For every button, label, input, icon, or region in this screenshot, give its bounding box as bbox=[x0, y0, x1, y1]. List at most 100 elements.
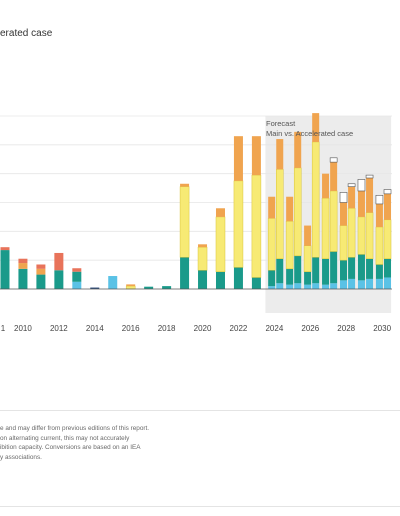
bar-segment-orange bbox=[340, 202, 348, 226]
bar-segment-orange bbox=[215, 208, 225, 217]
bar-segment-teal bbox=[340, 260, 348, 281]
bar-segment-orange bbox=[286, 196, 294, 222]
bar-segment-teal bbox=[322, 258, 330, 285]
bar-segment-yellow bbox=[267, 218, 276, 271]
bar-segment-teal bbox=[294, 255, 302, 284]
bar-segment-sky bbox=[268, 286, 276, 289]
note-line: e and may differ from previous editions … bbox=[0, 425, 150, 432]
bar-segment-teal bbox=[330, 251, 338, 284]
bar-segment-yellow bbox=[251, 174, 262, 278]
bar-segment-sky bbox=[375, 278, 383, 289]
bar-segment-yellow bbox=[125, 285, 136, 290]
x-tick-label: 2016 bbox=[122, 324, 140, 333]
bar-segment-teal bbox=[357, 254, 365, 281]
bar-segment-teal bbox=[348, 257, 356, 279]
x-tick-label: 2012 bbox=[50, 324, 68, 333]
bar-segment-yellow bbox=[293, 167, 302, 257]
bar-segment-sky bbox=[384, 277, 392, 289]
bar-segment-sky bbox=[72, 281, 82, 289]
bar-segment-yellow bbox=[197, 246, 208, 271]
bar-segment-teal bbox=[72, 271, 82, 282]
bar-segment-teal bbox=[251, 277, 261, 289]
bar-segment-orange bbox=[276, 139, 284, 170]
bar-segment-accelerated bbox=[357, 179, 366, 192]
bar-segment-teal bbox=[304, 271, 312, 285]
bar-segment-teal bbox=[54, 270, 64, 289]
bar-segment-yellow bbox=[215, 216, 226, 272]
bar-segment-teal bbox=[286, 268, 294, 285]
x-tick-label: 2026 bbox=[301, 324, 319, 333]
bar-segment-sky bbox=[108, 276, 118, 289]
bar-segment-teal bbox=[268, 270, 276, 287]
forecast-sublabel: Main vs. Accelerated case bbox=[266, 129, 353, 138]
bar-segment-orange bbox=[304, 225, 312, 246]
bar-segment-sky bbox=[304, 284, 312, 289]
bar-segment-teal bbox=[384, 258, 392, 278]
bar-segment-orange bbox=[180, 183, 190, 187]
bar-segment-orange bbox=[330, 162, 338, 191]
bar-segment-teal bbox=[215, 271, 225, 289]
bar-segment-accelerated bbox=[375, 194, 384, 205]
x-tick-label: 2010 bbox=[14, 324, 32, 333]
bar-segment-yellow bbox=[303, 245, 312, 272]
bar-segment-accelerated bbox=[383, 189, 392, 195]
bar-segment-accelerated bbox=[347, 183, 356, 187]
bar-segment-orange bbox=[198, 244, 208, 248]
x-tick-label: 2024 bbox=[265, 324, 283, 333]
bar-segment-teal bbox=[144, 286, 154, 289]
bar-segment-teal bbox=[375, 264, 383, 279]
bar-segment-orange bbox=[348, 186, 356, 209]
x-tick-label: 1 bbox=[1, 324, 6, 333]
bar-segment-sky bbox=[312, 283, 320, 289]
bar-segment-sky bbox=[330, 283, 338, 289]
bar-segment-orange bbox=[126, 284, 136, 287]
x-tick-label: 2030 bbox=[373, 324, 391, 333]
bar-segment-teal bbox=[162, 286, 172, 289]
bar-segment-accelerated bbox=[329, 157, 338, 163]
bar-segment-accelerated bbox=[339, 192, 348, 203]
divider bbox=[0, 506, 400, 507]
x-tick-label: 2014 bbox=[86, 324, 104, 333]
bar-segment-orange bbox=[375, 203, 383, 228]
bar-segment-orange bbox=[268, 196, 276, 219]
bar-segment-orange bbox=[251, 136, 261, 176]
bar-segment-orange bbox=[36, 268, 46, 275]
bar-segment-sky bbox=[340, 280, 348, 289]
bar-segment-orange bbox=[233, 136, 243, 181]
bar-segment-yellow bbox=[357, 216, 366, 255]
x-tick-label: 2022 bbox=[230, 324, 248, 333]
bar-segment-teal bbox=[366, 258, 374, 279]
bar-segment-teal bbox=[233, 267, 243, 289]
bar-segment-yellow bbox=[347, 208, 356, 258]
x-tick-label: 2028 bbox=[337, 324, 355, 333]
x-tick-labels: 1 2010 2012 2014 2016 2018 2020 2022 2024 2026 202… bbox=[1, 324, 392, 333]
bar-segment-red bbox=[18, 258, 28, 264]
bar-segment-red bbox=[36, 264, 46, 269]
bar-segment-accelerated bbox=[365, 174, 374, 179]
bar-segment-yellow bbox=[365, 212, 374, 259]
forecast-label: Forecast bbox=[266, 119, 296, 128]
bar-segment-red bbox=[72, 268, 82, 272]
bar-segment-yellow bbox=[179, 186, 190, 258]
x-tick-label: 2020 bbox=[194, 324, 212, 333]
bar-segment-yellow bbox=[276, 169, 284, 259]
bar-segment-teal bbox=[312, 257, 320, 284]
bar-segment-orange bbox=[384, 193, 392, 220]
note-line: y associations. bbox=[0, 453, 42, 461]
bar-segment-sky bbox=[348, 278, 356, 289]
bar-segment-red bbox=[54, 252, 64, 271]
bar-segment-orange bbox=[18, 263, 28, 269]
note-line: ibition capacity. Conversions are based … bbox=[0, 444, 141, 452]
bar-segment-teal bbox=[18, 268, 28, 289]
bar-segment-red bbox=[0, 247, 10, 251]
bar-segment-yellow bbox=[339, 225, 348, 261]
bar-segment-teal bbox=[36, 274, 46, 289]
bar-segment-orange bbox=[357, 190, 365, 217]
bar-segment-orange bbox=[322, 173, 330, 199]
bar-segment-orange bbox=[366, 177, 374, 213]
bar-segment-teal bbox=[0, 250, 10, 289]
bar-segment-yellow bbox=[329, 190, 338, 252]
bar-segment-sky bbox=[294, 283, 302, 289]
bar-segment-sky bbox=[366, 278, 374, 289]
chart-subtitle: erated case bbox=[0, 28, 53, 39]
